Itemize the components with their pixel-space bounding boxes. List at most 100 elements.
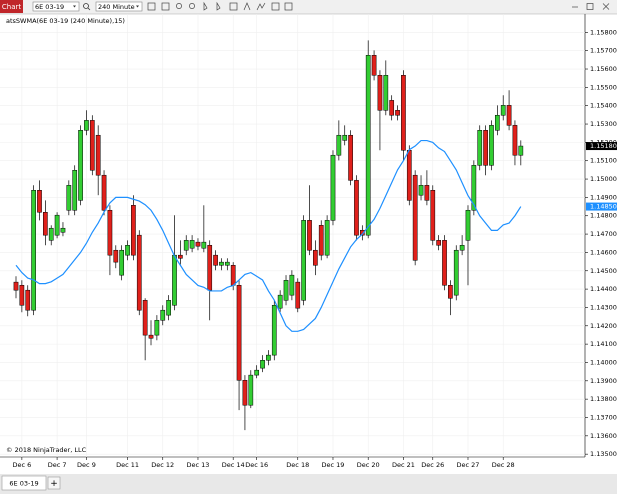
instrument-select[interactable]: [32, 1, 80, 12]
candle-body: [224, 261, 230, 266]
x-tick-label: Dec 9: [77, 461, 96, 469]
x-tick-label: Dec 19: [322, 461, 345, 469]
x-tick-label: Dec 7: [48, 461, 67, 469]
candle-body: [436, 240, 441, 246]
x-tick-label: Dec 27: [457, 461, 480, 469]
maximize-button[interactable]: [586, 3, 594, 10]
x-tick-label: Dec 16: [245, 461, 268, 469]
candle-body: [483, 130, 488, 166]
indicator-line: [15, 139, 522, 332]
candle-body: [418, 185, 424, 196]
candle-body: [142, 300, 148, 336]
candle-body: [60, 227, 66, 233]
candle-body: [283, 280, 289, 301]
candle-body: [19, 285, 25, 306]
window-title: Chart: [2, 3, 21, 11]
candle-body: [289, 274, 295, 296]
y-tick-label: 1.14400: [590, 285, 617, 293]
y-tick-label: 1.13900: [590, 377, 617, 385]
candle-body: [348, 134, 353, 181]
drawing-tools-icon[interactable]: [256, 2, 266, 11]
toolbar-icons: [147, 1, 610, 11]
candle-body: [336, 134, 342, 156]
interval-text: 240 Minute: [98, 3, 135, 11]
candle-body: [242, 380, 248, 406]
snapshot-icon[interactable]: [284, 2, 293, 11]
candle-body: [307, 220, 312, 251]
tab-bar: [0, 474, 617, 494]
candle-body: [313, 249, 318, 266]
candle-body: [160, 309, 166, 321]
close-button[interactable]: [602, 3, 610, 10]
candle-body: [330, 154, 336, 221]
candle-body: [465, 209, 471, 241]
candle-body: [371, 55, 377, 76]
candle-body: [113, 249, 119, 263]
y-tick-label: 1.15300: [590, 120, 617, 128]
x-tick-label: Dec 21: [392, 461, 415, 469]
candle-body: [254, 369, 260, 376]
properties-icon[interactable]: [271, 2, 280, 11]
y-tick-label: 1.14100: [590, 340, 617, 348]
y-tick-label: 1.15100: [590, 157, 617, 165]
candle-body: [236, 285, 242, 381]
candle-body: [72, 170, 78, 211]
candle-body: [230, 265, 236, 286]
candle-body: [471, 165, 477, 211]
candle-body: [166, 300, 171, 316]
bars-icon[interactable]: [147, 2, 156, 11]
candle-body: [365, 55, 371, 236]
candle-body: [107, 209, 113, 256]
candle-body: [518, 145, 524, 156]
price-marker: [586, 142, 617, 151]
candle-body: [136, 234, 142, 311]
search-icon[interactable]: [83, 3, 89, 9]
candle-body: [506, 105, 512, 126]
candle-body: [154, 320, 160, 336]
candle-body: [201, 241, 207, 249]
candle-body: [477, 130, 483, 166]
x-tick-label: Dec 11: [116, 461, 139, 469]
zoom-in-icon[interactable]: [176, 3, 182, 9]
dropdown-arrow: [136, 5, 139, 8]
candle-body: [342, 134, 348, 141]
candle-body: [25, 289, 31, 311]
chart-tab-text: 6E 03-19: [9, 480, 38, 488]
candle-body: [260, 360, 265, 369]
candle-body: [89, 120, 95, 171]
candle-body: [389, 100, 395, 116]
y-tick-label: 1.14800: [590, 212, 617, 220]
candle-body: [406, 150, 412, 201]
add-tab-button[interactable]: [47, 476, 61, 490]
chart-tab[interactable]: [1, 475, 47, 491]
zoom-out-icon[interactable]: [189, 3, 195, 9]
strategies-icon[interactable]: [243, 2, 251, 11]
candle-body: [54, 214, 60, 236]
y-tick-label: 1.14200: [590, 322, 617, 330]
candle-body: [119, 249, 125, 276]
draw-icon[interactable]: [161, 2, 170, 11]
crosshair-icon[interactable]: [216, 1, 221, 11]
x-tick-label: Dec 13: [187, 461, 210, 469]
y-tick-label: 1.15600: [590, 65, 617, 73]
price-marker: [586, 202, 617, 211]
add-tab-text: +: [50, 479, 58, 489]
pointer-icon[interactable]: [203, 1, 208, 11]
candle-body: [383, 75, 389, 111]
candle-body: [78, 130, 83, 201]
candle-body: [395, 110, 400, 116]
indicators-icon[interactable]: [229, 2, 238, 11]
candle-body: [183, 240, 189, 251]
candle-body: [512, 125, 518, 156]
candle-body: [453, 249, 459, 296]
candle-body: [148, 334, 154, 339]
candle-body: [401, 75, 406, 151]
interval-select[interactable]: [95, 1, 143, 12]
price-marker-label: 1.15180: [590, 142, 617, 150]
y-tick-label: 1.15500: [590, 83, 617, 91]
dropdown-arrow: [73, 5, 76, 8]
x-tick-label: Dec 12: [151, 461, 174, 469]
candle-body: [48, 227, 54, 241]
